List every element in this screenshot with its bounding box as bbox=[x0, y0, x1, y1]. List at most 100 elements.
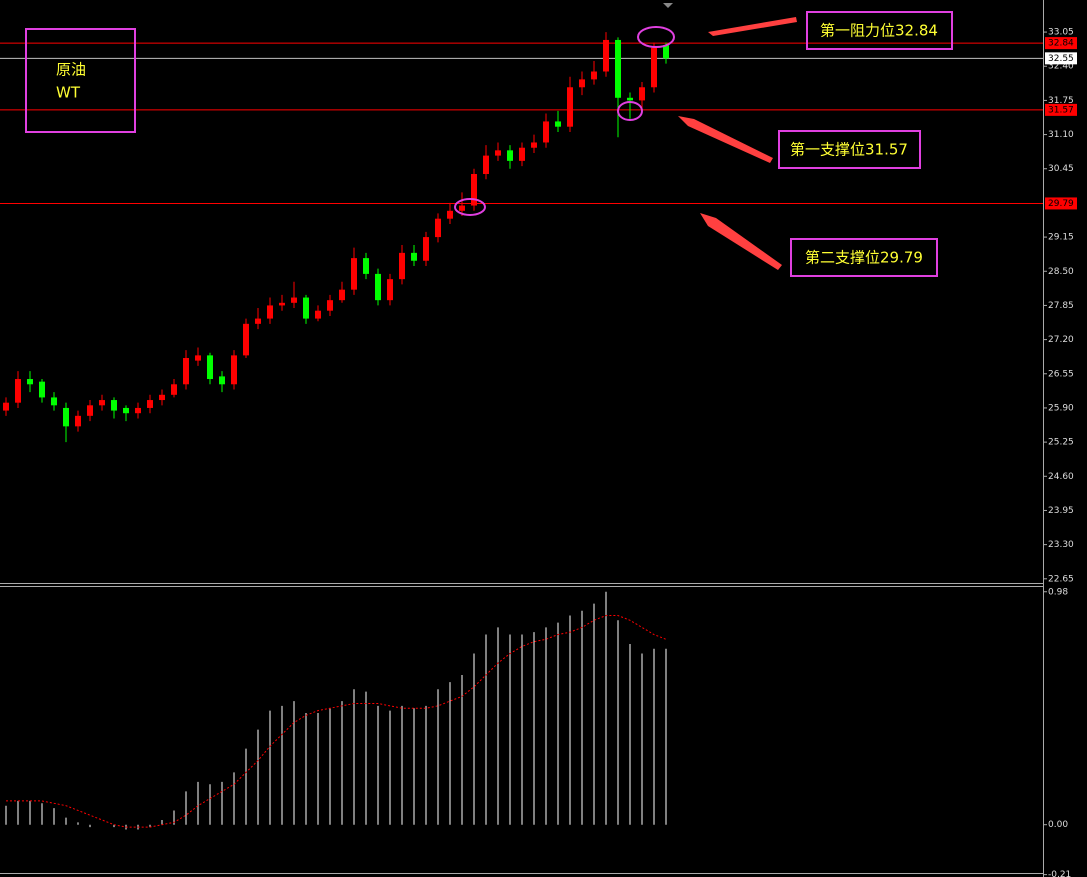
candle-body bbox=[567, 87, 573, 127]
candle-body bbox=[63, 407, 69, 427]
current-marker bbox=[663, 3, 673, 8]
symbol-box bbox=[25, 28, 136, 133]
candle-body bbox=[507, 150, 513, 161]
candle-body bbox=[15, 379, 21, 403]
candle-body bbox=[135, 407, 141, 414]
candle-body bbox=[51, 397, 57, 406]
candle-body bbox=[159, 394, 165, 401]
candle-body bbox=[351, 258, 357, 290]
y-tick-label: 30.45 bbox=[1048, 164, 1074, 174]
symbol-label: WT bbox=[56, 84, 81, 102]
candle-body bbox=[387, 279, 393, 301]
candle-body bbox=[519, 147, 525, 161]
y-tick-label: 23.30 bbox=[1048, 540, 1074, 550]
candle-body bbox=[207, 355, 213, 380]
level-label: 32.55 bbox=[1048, 54, 1074, 64]
candle-body bbox=[531, 142, 537, 148]
highlight-circle bbox=[637, 26, 675, 48]
candle-body bbox=[543, 121, 549, 143]
arrow bbox=[708, 17, 797, 36]
candle-body bbox=[27, 379, 33, 385]
candle-body bbox=[39, 381, 45, 398]
candle-body bbox=[639, 87, 645, 101]
candle-body bbox=[171, 384, 177, 395]
candle-body bbox=[267, 305, 273, 319]
candle-body bbox=[339, 289, 345, 301]
y-tick-label: 31.10 bbox=[1048, 130, 1074, 140]
candle-body bbox=[375, 273, 381, 301]
highlight-circle bbox=[617, 101, 643, 121]
candle-body bbox=[219, 376, 225, 385]
arrow bbox=[700, 213, 782, 270]
y-tick-label: 0.00 bbox=[1048, 820, 1068, 830]
level-label-bg bbox=[1045, 103, 1077, 116]
candle-body bbox=[363, 258, 369, 274]
arrow bbox=[678, 116, 773, 163]
candle-body bbox=[303, 297, 309, 319]
y-tick-label: 22.65 bbox=[1048, 574, 1074, 584]
symbol-label: 原油 bbox=[56, 61, 86, 79]
level-label: 31.57 bbox=[1048, 105, 1074, 115]
candle-body bbox=[279, 302, 285, 306]
candle-body bbox=[183, 358, 189, 385]
y-tick-label: -0.21 bbox=[1048, 870, 1071, 877]
y-tick-label: 0.98 bbox=[1048, 587, 1068, 597]
candle-body bbox=[483, 155, 489, 175]
y-tick-label: 25.90 bbox=[1048, 403, 1074, 413]
candle-body bbox=[495, 150, 501, 156]
candle-body bbox=[627, 97, 633, 101]
y-tick-label: 24.60 bbox=[1048, 472, 1074, 482]
candle-body bbox=[399, 252, 405, 280]
candle-body bbox=[651, 47, 657, 88]
candle-body bbox=[663, 45, 669, 59]
candle-body bbox=[111, 400, 117, 411]
level-label-bg bbox=[1045, 37, 1077, 50]
candle-body bbox=[435, 218, 441, 238]
marks: 33.05 32.40 31.75 31.10 30.45 29.15 28.50 27.85… bbox=[0, 28, 1077, 877]
candle-body bbox=[591, 71, 597, 80]
y-tick-label: 33.05 bbox=[1048, 28, 1074, 38]
annotation-box bbox=[806, 11, 953, 50]
candle-body bbox=[555, 121, 561, 127]
candle-body bbox=[231, 355, 237, 385]
candle-body bbox=[195, 355, 201, 361]
candle-body bbox=[99, 400, 105, 406]
candle-body bbox=[147, 400, 153, 408]
candle-body bbox=[447, 210, 453, 219]
candle-body bbox=[75, 415, 81, 427]
highlight-circle bbox=[454, 198, 486, 216]
candle-body bbox=[615, 39, 621, 98]
y-tick-label: 32.40 bbox=[1048, 62, 1074, 72]
annotation: 第一阻力位32.84 bbox=[820, 22, 938, 40]
y-tick-label: 25.25 bbox=[1048, 438, 1074, 448]
candle-body bbox=[327, 300, 333, 311]
annotation: 第二支撑位29.79 bbox=[805, 249, 923, 267]
y-tick-label: 23.95 bbox=[1048, 506, 1074, 516]
candle-body bbox=[459, 205, 465, 211]
y-tick-label: 27.85 bbox=[1048, 301, 1074, 311]
candle-body bbox=[471, 174, 477, 206]
annotation-box bbox=[790, 238, 938, 277]
level-label: 29.79 bbox=[1048, 199, 1074, 209]
y-tick-label: 31.75 bbox=[1048, 96, 1074, 106]
level-label-bg bbox=[1045, 52, 1077, 65]
y-tick-label: 26.55 bbox=[1048, 369, 1074, 379]
candle-body bbox=[87, 405, 93, 416]
candle-body bbox=[603, 39, 609, 72]
y-tick-label: 28.50 bbox=[1048, 267, 1074, 277]
candle-body bbox=[291, 297, 297, 303]
candle-body bbox=[123, 407, 129, 414]
y-tick-label: 29.15 bbox=[1048, 233, 1074, 243]
level-label-bg bbox=[1045, 197, 1077, 210]
candle-body bbox=[423, 237, 429, 261]
candle-body bbox=[3, 402, 9, 411]
level-label: 32.84 bbox=[1048, 39, 1074, 49]
y-tick-label: 27.20 bbox=[1048, 335, 1074, 345]
candle-body bbox=[579, 79, 585, 88]
candle-body bbox=[315, 310, 321, 319]
annotation-box bbox=[778, 130, 921, 169]
candle-body bbox=[255, 318, 261, 324]
